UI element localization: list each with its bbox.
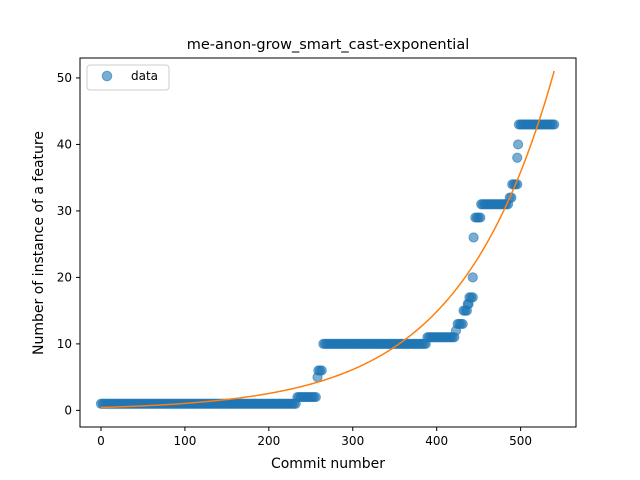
data-point [467, 292, 478, 303]
fit-line [100, 70, 555, 409]
legend: data [86, 64, 170, 91]
data-point [310, 391, 321, 403]
x-tick-label: 100 [173, 434, 196, 448]
legend-marker-data [101, 70, 113, 82]
x-axis: 0 100 200 300 400 500 [97, 427, 532, 448]
y-axis: 0 10 20 30 40 50 [57, 71, 80, 417]
x-tick-label: 500 [509, 434, 532, 448]
x-axis-label: Commit number [271, 456, 385, 472]
data-point [468, 232, 479, 243]
y-tick-label: 40 [57, 137, 72, 151]
plot-frame [79, 57, 577, 428]
data-point [512, 139, 524, 150]
x-tick-label: 400 [425, 434, 448, 448]
x-tick-label: 300 [341, 434, 364, 448]
data-point [549, 119, 560, 130]
y-axis-label: Number of instance of a feature [31, 131, 47, 355]
data-point [475, 212, 486, 223]
y-tick-label: 30 [57, 204, 72, 218]
x-tick-label: 0 [97, 434, 105, 448]
y-tick-label: 10 [57, 337, 72, 351]
data-point [512, 152, 523, 163]
fit-layer [100, 70, 555, 409]
y-tick-label: 0 [64, 403, 72, 417]
data-point [316, 365, 327, 376]
y-tick-label: 20 [57, 270, 72, 284]
data-point [457, 318, 468, 330]
data-point [467, 272, 478, 283]
y-tick-label: 50 [57, 71, 72, 85]
chart-title: me-anon-grow_smart_cast-exponential [187, 37, 470, 53]
x-tick-label: 200 [257, 434, 280, 448]
legend-label-data: data [131, 69, 158, 83]
